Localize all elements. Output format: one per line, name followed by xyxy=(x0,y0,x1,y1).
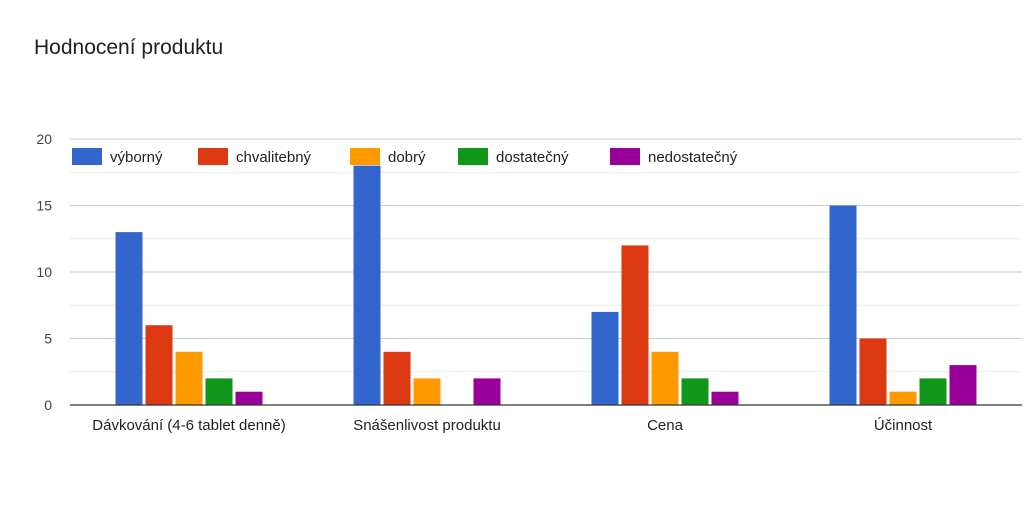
legend-item[interactable]: chvalitebný xyxy=(198,148,312,166)
legend-swatch xyxy=(458,148,488,165)
legend-swatch xyxy=(610,148,640,165)
bar[interactable] xyxy=(413,378,441,405)
legend-label: dobrý xyxy=(388,149,426,166)
legend-label: výborný xyxy=(110,149,163,166)
bar[interactable] xyxy=(829,205,857,406)
y-tick-label: 20 xyxy=(36,131,52,147)
y-tick-label: 10 xyxy=(36,264,52,280)
bar[interactable] xyxy=(145,325,173,405)
bar[interactable] xyxy=(115,232,143,405)
bar[interactable] xyxy=(175,351,203,405)
bar[interactable] xyxy=(353,165,381,405)
x-category-label: Snášenlivost produktu xyxy=(353,417,501,434)
legend-item[interactable]: nedostatečný xyxy=(610,148,738,166)
x-category-label: Účinnost xyxy=(874,417,933,434)
bar[interactable] xyxy=(383,351,411,405)
bar[interactable] xyxy=(621,245,649,405)
legend-item[interactable]: dostatečný xyxy=(458,148,569,166)
y-tick-label: 0 xyxy=(44,397,52,413)
bar[interactable] xyxy=(711,391,739,405)
bar[interactable] xyxy=(591,311,619,405)
legend-swatch xyxy=(198,148,228,165)
legend-label: dostatečný xyxy=(496,149,569,166)
bar[interactable] xyxy=(235,391,263,405)
bar[interactable] xyxy=(651,351,679,405)
x-category-label: Cena xyxy=(647,417,684,434)
y-tick-label: 15 xyxy=(36,198,52,214)
bar[interactable] xyxy=(949,365,977,405)
bar[interactable] xyxy=(473,378,501,405)
legend-item[interactable]: výborný xyxy=(72,148,163,166)
bar[interactable] xyxy=(205,378,233,405)
y-tick-label: 5 xyxy=(44,331,52,347)
bar[interactable] xyxy=(859,338,887,406)
bar[interactable] xyxy=(681,378,709,405)
bar[interactable] xyxy=(889,391,917,405)
legend-label: nedostatečný xyxy=(648,149,738,166)
chart-title: Hodnocení produktu xyxy=(34,36,224,59)
legend-item[interactable]: dobrý xyxy=(350,148,426,166)
bar[interactable] xyxy=(919,378,947,405)
legend-swatch xyxy=(72,148,102,165)
x-category-label: Dávkování (4-6 tablet denně) xyxy=(92,417,285,434)
legend-label: chvalitebný xyxy=(236,149,312,166)
legend-swatch xyxy=(350,148,380,165)
